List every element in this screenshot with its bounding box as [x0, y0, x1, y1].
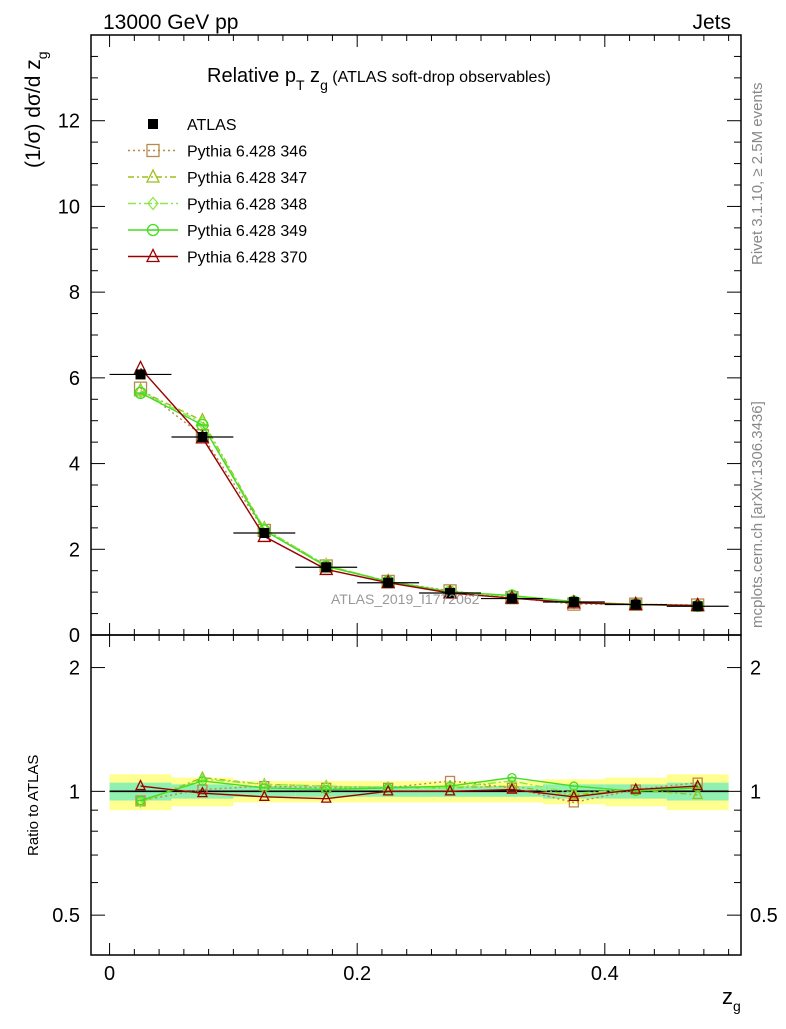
ratio-point-370: [196, 786, 208, 798]
point-data: [197, 432, 208, 442]
ratio-point-347: [692, 788, 704, 800]
ratio-point-370: [320, 791, 332, 803]
x-axis-label: zg: [722, 984, 741, 1014]
header-right: Jets: [692, 11, 731, 34]
point-data: [630, 599, 641, 610]
ratio-point-370: [258, 789, 270, 801]
ratio-point-348: [569, 787, 579, 799]
y-tick-label: 6: [69, 368, 80, 390]
legend-label: Pythia 6.428 349: [187, 223, 307, 240]
ratio-point-370: [692, 779, 704, 791]
ratio-point-370: [568, 789, 580, 801]
series-line-346: [140, 387, 698, 606]
ratio-y-tick-label: 2: [69, 658, 80, 680]
ratio-point-370: [506, 782, 518, 794]
y-tick-label: 4: [69, 454, 80, 476]
y-axis-label-ratio: Ratio to ATLAS: [25, 755, 42, 856]
legend-label: Pythia 6.428 370: [187, 250, 307, 267]
legend-label: ATLAS: [187, 117, 237, 134]
point-data: [321, 562, 332, 573]
ratio-point-370: [134, 779, 147, 791]
point-data: [692, 601, 703, 612]
point-data: [135, 369, 146, 380]
point-data: [568, 597, 579, 607]
ratio-y-tick-label: 0.5: [52, 905, 80, 927]
legend-marker-data: [148, 119, 158, 129]
ratio-line-349: [140, 776, 698, 802]
y-tick-label: 12: [58, 111, 80, 133]
x-tick-label: 0: [104, 963, 115, 985]
x-tick-label: 0.2: [343, 963, 371, 985]
header-left: 13000 GeV pp: [103, 11, 238, 34]
series-line-349: [140, 392, 698, 607]
series-line-348: [140, 390, 698, 607]
ratio-line-348: [140, 778, 698, 804]
point-348: [134, 384, 147, 399]
ratio-point-348: [321, 780, 331, 792]
ratio-plot-frame: [90, 634, 742, 956]
legend-label: Pythia 6.428 348: [187, 197, 307, 214]
ratio-y-tick-label-right: 2: [750, 658, 761, 680]
ratio-y-tick-label-right: 1: [750, 781, 761, 803]
legend: ATLAS Pythia 6.428 346 Pythia 6.428 347 Pyt…: [128, 117, 307, 267]
series-line-370: [140, 367, 698, 607]
y-tick-label: 10: [58, 196, 80, 218]
y-axis-label-main: (1/σ) dσ/d zg: [22, 51, 50, 168]
legend-label: Pythia 6.428 346: [187, 144, 307, 161]
x-tick-label: 0.4: [591, 963, 619, 985]
ratio-point-346: [692, 777, 703, 788]
ratio-line-370: [140, 785, 698, 800]
mcplots-label: mcplots.cern.ch [arXiv:1306.3436]: [749, 401, 766, 628]
point-346: [133, 381, 148, 395]
ratio-y-tick-label: 1: [69, 781, 80, 803]
plot-title: Relative pT zg (ATLAS soft-drop observab…: [207, 65, 551, 93]
legend-marker-346: [146, 143, 160, 158]
ratio-point-370: [444, 784, 456, 796]
watermark: ATLAS_2019_I1772062: [331, 591, 480, 607]
point-data: [383, 577, 394, 588]
point-data: [259, 528, 270, 538]
ratio-point-370: [630, 782, 642, 794]
legend-label: Pythia 6.428 347: [187, 170, 307, 187]
rivet-label: Rivet 3.1.10, ≥ 2.5M events: [749, 83, 766, 266]
y-tick-label: 2: [69, 539, 80, 561]
legend-marker-347: [145, 168, 161, 183]
ratio-point-370: [382, 784, 394, 796]
series-line-347: [140, 390, 698, 607]
y-tick-label: 0: [69, 625, 80, 647]
point-data: [506, 593, 517, 604]
ratio-y-tick-label-right: 0.5: [750, 905, 778, 927]
legend-marker-370: [145, 248, 161, 263]
ratio-point-348: [260, 778, 269, 790]
legend-marker-348: [147, 196, 159, 211]
point-data: [445, 588, 456, 598]
y-tick-label: 8: [69, 282, 80, 304]
